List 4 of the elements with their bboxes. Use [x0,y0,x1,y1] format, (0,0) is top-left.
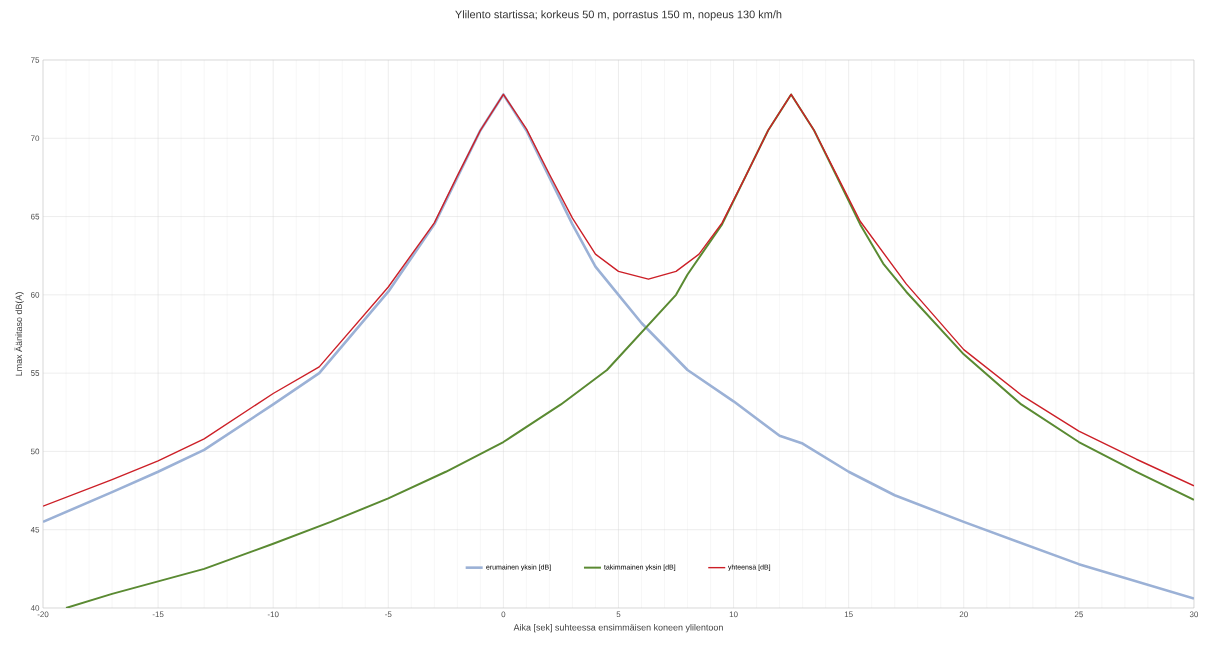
line-series [43,93,1194,507]
y-axis-title: Lmax Äänitaso dB(A) [14,292,24,376]
x-axis-title: Aika [sek] suhteessa ensimmäisen koneen ylilentoon [513,623,723,633]
chart-title: Ylilento startissa; korkeus 50 m, porrastus 150 m, nopeus 130 km/h [455,10,782,21]
